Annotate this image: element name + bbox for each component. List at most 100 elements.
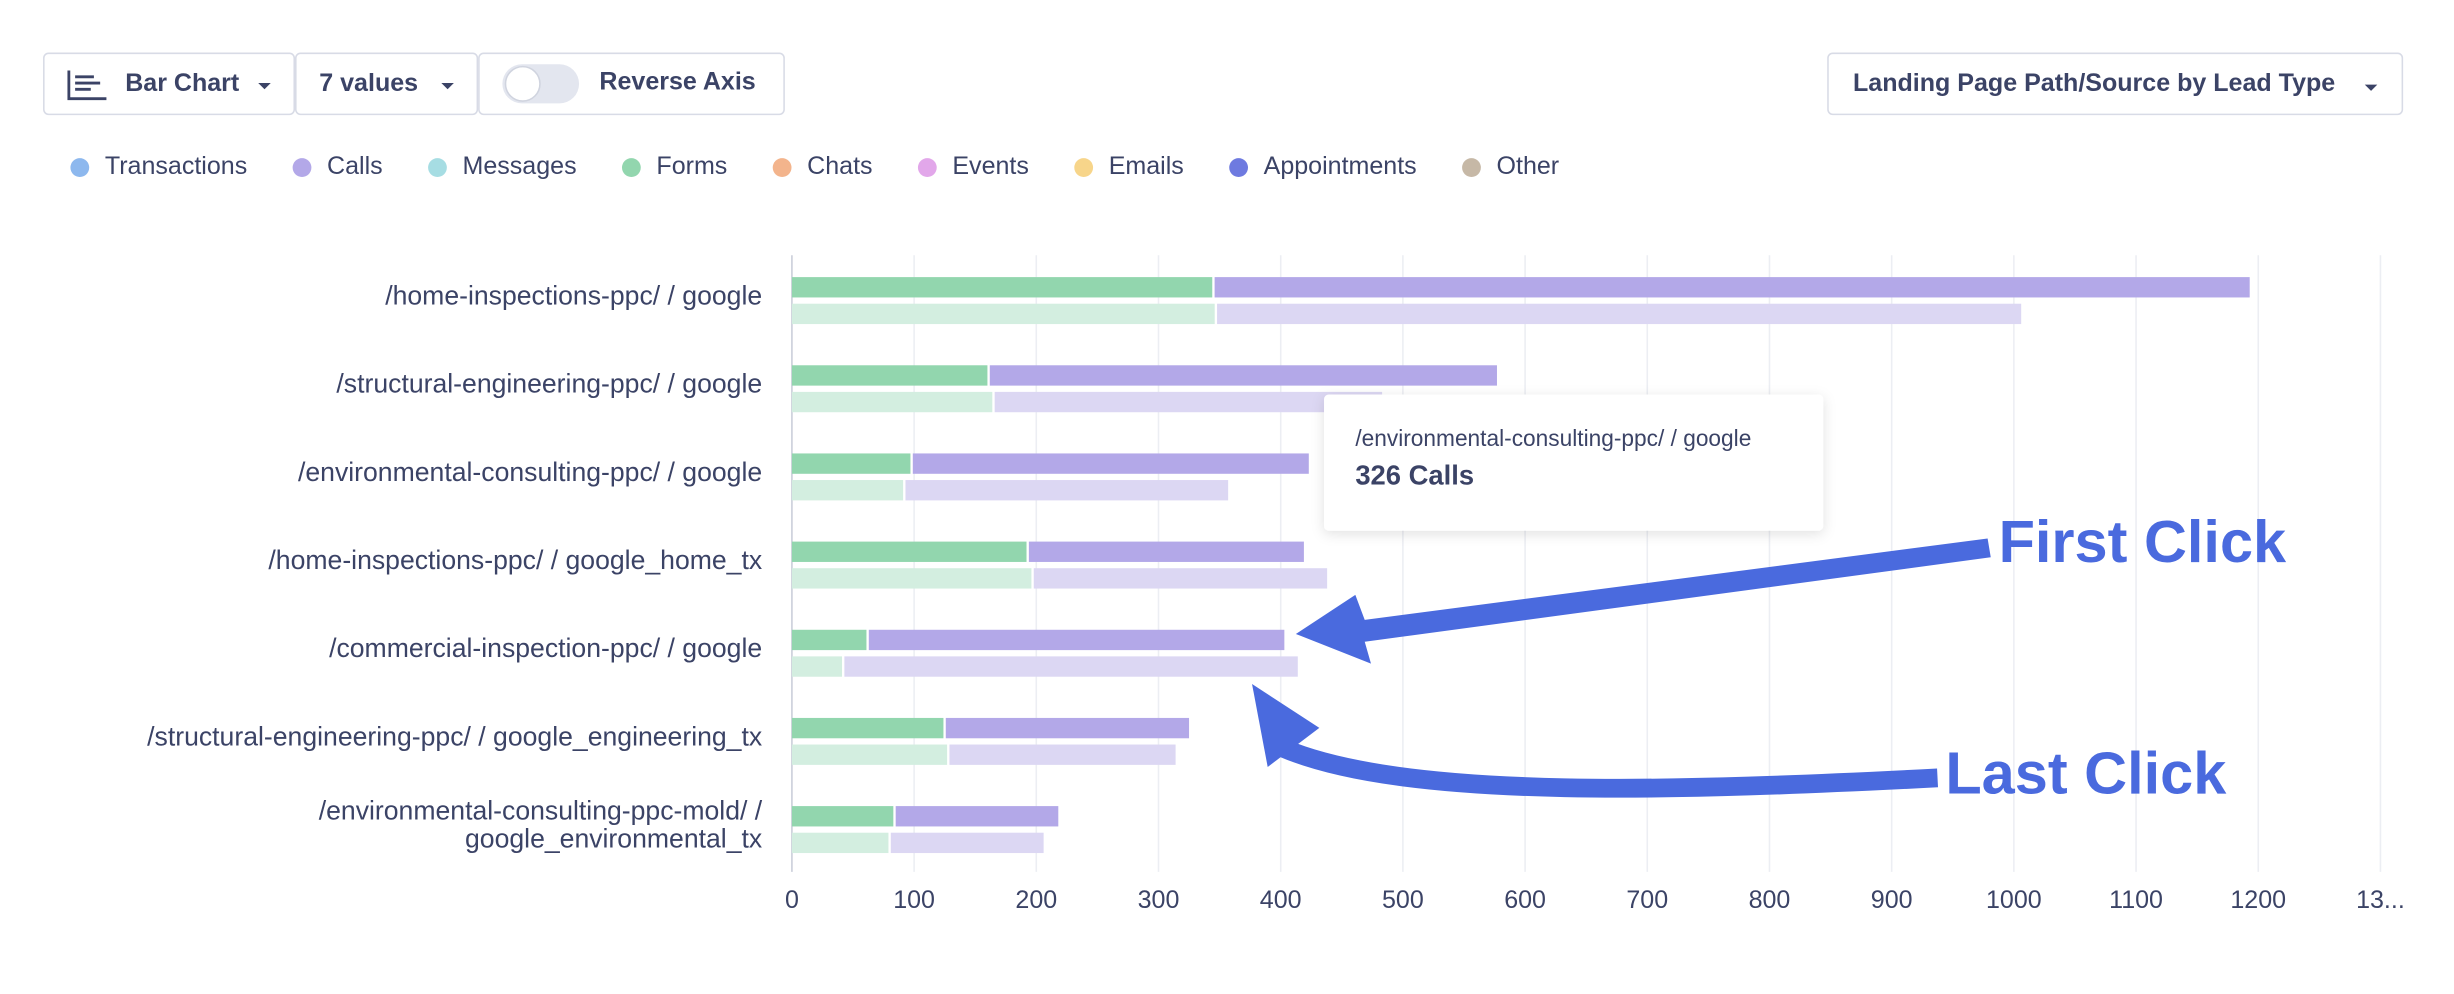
legend-swatch [1229,158,1248,177]
arrowhead [1252,684,1320,767]
y-tick-label: /environmental-consulting-ppc-mold/ / goo… [319,795,763,853]
label-line: /structural-engineering-ppc/ / google_en… [147,721,763,751]
legend-swatch [428,158,447,177]
annotation-label: First Click [1999,508,2287,575]
button-label: Reverse Axis [599,68,755,96]
bar-segment [949,744,1176,765]
bar-segment [791,806,894,827]
legend-label: Forms [656,152,727,180]
y-tick-label: /structural-engineering-ppc/ / google [336,369,762,399]
grouping-dropdown[interactable]: Landing Page Path/Source by Lead Type [1827,52,2404,116]
label-line: /environmental-consulting-ppc-mold/ / [319,795,763,825]
bar-segment [791,277,1213,298]
bar-segment [791,629,867,651]
bar-segment [895,806,1059,827]
x-tick-label: 13... [2356,886,2405,914]
legend-label: Messages [463,152,577,180]
tooltip-box [1324,394,1824,531]
button-label: 7 values [319,69,418,97]
x-tick-label: 900 [1871,886,1913,914]
x-tick-label: 1200 [2230,886,2286,914]
bar-segment [791,541,1027,562]
bar-segment [791,453,911,474]
bar-segment [791,656,843,677]
label-line: /structural-engineering-ppc/ / google [336,369,762,399]
x-tick-label: 500 [1382,886,1424,914]
tooltip: /environmental-consulting-ppc/ / google … [1324,394,1824,531]
bar-segment [1217,303,2022,325]
legend-label: Chats [807,152,872,180]
y-tick-label: /home-inspections-ppc/ / google_home_tx [268,545,762,575]
bar-segment [791,832,889,854]
legend-swatch [772,158,792,177]
bar-segment [844,656,1298,677]
button-label: Landing Page Path/Source by Lead Type [1853,69,2335,97]
legend-swatch [917,158,937,177]
x-tick-label: 700 [1626,886,1668,914]
bar-segment [791,391,993,413]
bar-segment [1033,568,1328,589]
x-tick-label: 0 [785,886,799,914]
annotation-first-click: First Click [1295,508,2287,664]
bar-segment [791,568,1032,589]
bar-segment [945,717,1190,739]
bar-segment [868,629,1285,651]
caret [258,83,271,90]
x-tick-label: 100 [893,886,935,914]
x-tick-label: 600 [1504,886,1546,914]
button-frame [1827,52,2404,116]
legend-label: Appointments [1264,152,1417,180]
bar-segment [912,453,1309,474]
legend-swatch [1074,158,1094,177]
bar-segment [791,303,1215,325]
arrow-shaft [1279,739,1939,798]
chart-type-dropdown[interactable]: Bar Chart [43,52,296,116]
bar-segment [989,365,1497,386]
label-line: /home-inspections-ppc/ / google_home_tx [268,545,762,575]
legend-label: Emails [1109,152,1184,180]
x-tick-label: 300 [1138,886,1180,914]
button-label: Bar Chart [125,69,240,97]
legend-swatch [292,158,312,177]
label-line: google_environmental_tx [465,824,763,854]
plot: 0 100 200 300 400 500 600 700 800 900 1000 1100 1200… [147,255,2405,914]
legend-swatch [70,158,90,177]
bar-segment [994,391,1383,413]
annotation-label: Last Click [1945,740,2227,807]
caret [441,83,454,90]
label-line: /commercial-inspection-ppc/ / google [329,633,762,663]
legend-swatch [621,158,641,177]
bar-segment [890,832,1044,854]
y-tick-label: /environmental-consulting-ppc/ / google [298,457,762,487]
label-line: /home-inspections-ppc/ / google [385,280,762,310]
values-dropdown[interactable]: 7 values [295,52,479,116]
y-tick-label: /structural-engineering-ppc/ / google_en… [147,721,763,751]
bar-segment [905,480,1229,501]
bar-segment [791,480,904,501]
x-tick-label: 200 [1015,886,1057,914]
legend-label: Transactions [105,152,247,180]
bar-segment [791,365,988,386]
x-tick-label: 1000 [1986,886,2042,914]
legend-label: Calls [327,152,383,180]
x-tick-label: 1100 [2109,886,2163,914]
button-frame [295,52,479,116]
caret [2364,84,2378,91]
bar-segment [791,744,948,765]
reverse-axis-toggle[interactable]: Reverse Axis [478,52,785,116]
arrow [1295,538,1991,664]
annotation-last-click: Last Click [1252,684,2227,807]
bar-segment [1214,277,2250,298]
y-tick-label: /commercial-inspection-ppc/ / google [329,633,762,663]
legend-label: Other [1497,152,1560,180]
legend-label: Events [952,152,1029,180]
legend-swatch [1462,158,1481,177]
label-line: /environmental-consulting-ppc/ / google [298,457,762,487]
y-tick-label: /home-inspections-ppc/ / google [385,280,762,310]
toggle-knob [504,65,541,102]
x-tick-label: 800 [1749,886,1791,914]
bar-segment [791,717,944,739]
tooltip-value: 326 Calls [1355,460,1474,491]
